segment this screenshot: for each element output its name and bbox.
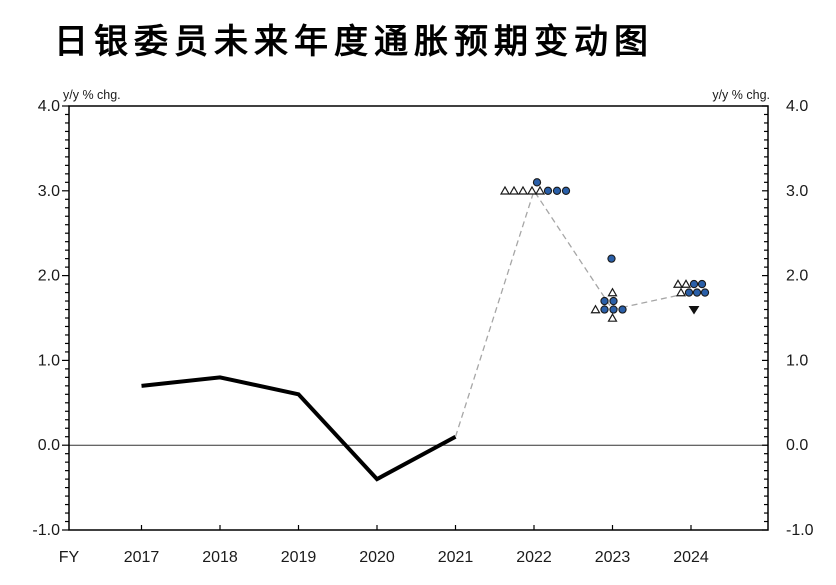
- plot-border: [68, 105, 769, 531]
- forecast-point-triangle-up: [680, 279, 692, 288]
- x-tick-label: 2024: [673, 549, 709, 566]
- forecast-point-triangle-up: [672, 279, 684, 288]
- forecast-point-circle: [600, 296, 609, 306]
- forecast-point-circle: [684, 288, 694, 297]
- forecast-point-triangle-up: [675, 287, 687, 297]
- x-tick-label: 2019: [281, 549, 317, 566]
- y-axis-unit-right: y/y % chg.: [712, 88, 770, 102]
- forecast-point-circle: [618, 305, 627, 314]
- forecast-point-triangle-down: [688, 306, 700, 315]
- forecast-point-circle: [543, 186, 553, 195]
- forecast-point-circle: [689, 279, 699, 289]
- x-tick-label: 2023: [595, 549, 631, 566]
- y-tick-label-right: -1.0: [786, 522, 814, 539]
- forecast-point-circle: [607, 254, 616, 263]
- x-tick-label: 2017: [124, 549, 160, 566]
- y-tick-label-right: 3.0: [786, 183, 808, 200]
- forecast-point-circle: [532, 178, 542, 187]
- forecast-point-circle: [609, 305, 618, 314]
- y-tick-label-left: -1.0: [32, 522, 60, 539]
- x-axis-prefix-label: FY: [59, 549, 80, 566]
- y-tick-label-left: 2.0: [38, 268, 60, 285]
- y-tick-label-right: 2.0: [786, 268, 808, 285]
- forecast-point-circle: [609, 296, 618, 306]
- forecast-point-triangle-up: [607, 287, 618, 297]
- y-tick-label-right: 1.0: [786, 352, 808, 369]
- forecast-dashed-line: [454, 189, 692, 437]
- forecast-point-triangle-up: [607, 312, 618, 322]
- forecast-point-triangle-up: [590, 304, 601, 314]
- y-tick-label-right: 0.0: [786, 437, 808, 454]
- y-tick-label-right: 4.0: [786, 98, 808, 115]
- forecast-point-triangle-up: [517, 185, 529, 195]
- y-tick-label-left: 4.0: [38, 98, 60, 115]
- forecast-point-triangle-up: [526, 185, 538, 195]
- actual-line: [141, 375, 457, 482]
- y-tick-label-left: 1.0: [38, 352, 60, 369]
- x-tick-label: 2020: [359, 549, 395, 566]
- forecast-point-triangle-up: [534, 185, 546, 195]
- forecast-point-circle: [600, 305, 609, 314]
- y-axis-unit-left: y/y % chg.: [63, 88, 121, 102]
- forecast-point-circle: [552, 186, 562, 195]
- forecast-point-circle: [692, 288, 702, 297]
- x-tick-label: 2022: [516, 549, 552, 566]
- y-tick-label-left: 3.0: [38, 183, 60, 200]
- forecast-point-circle: [561, 186, 571, 195]
- forecast-point-triangle-up: [508, 185, 520, 195]
- forecast-point-circle: [697, 279, 707, 289]
- x-tick-label: 2018: [202, 549, 238, 566]
- x-tick-label: 2021: [438, 549, 474, 566]
- forecast-point-circle: [700, 288, 710, 297]
- forecast-point-triangle-up: [499, 185, 511, 195]
- chart-title: 日银委员未来年度通胀预期变动图: [54, 22, 654, 62]
- y-tick-label-left: 0.0: [38, 437, 60, 454]
